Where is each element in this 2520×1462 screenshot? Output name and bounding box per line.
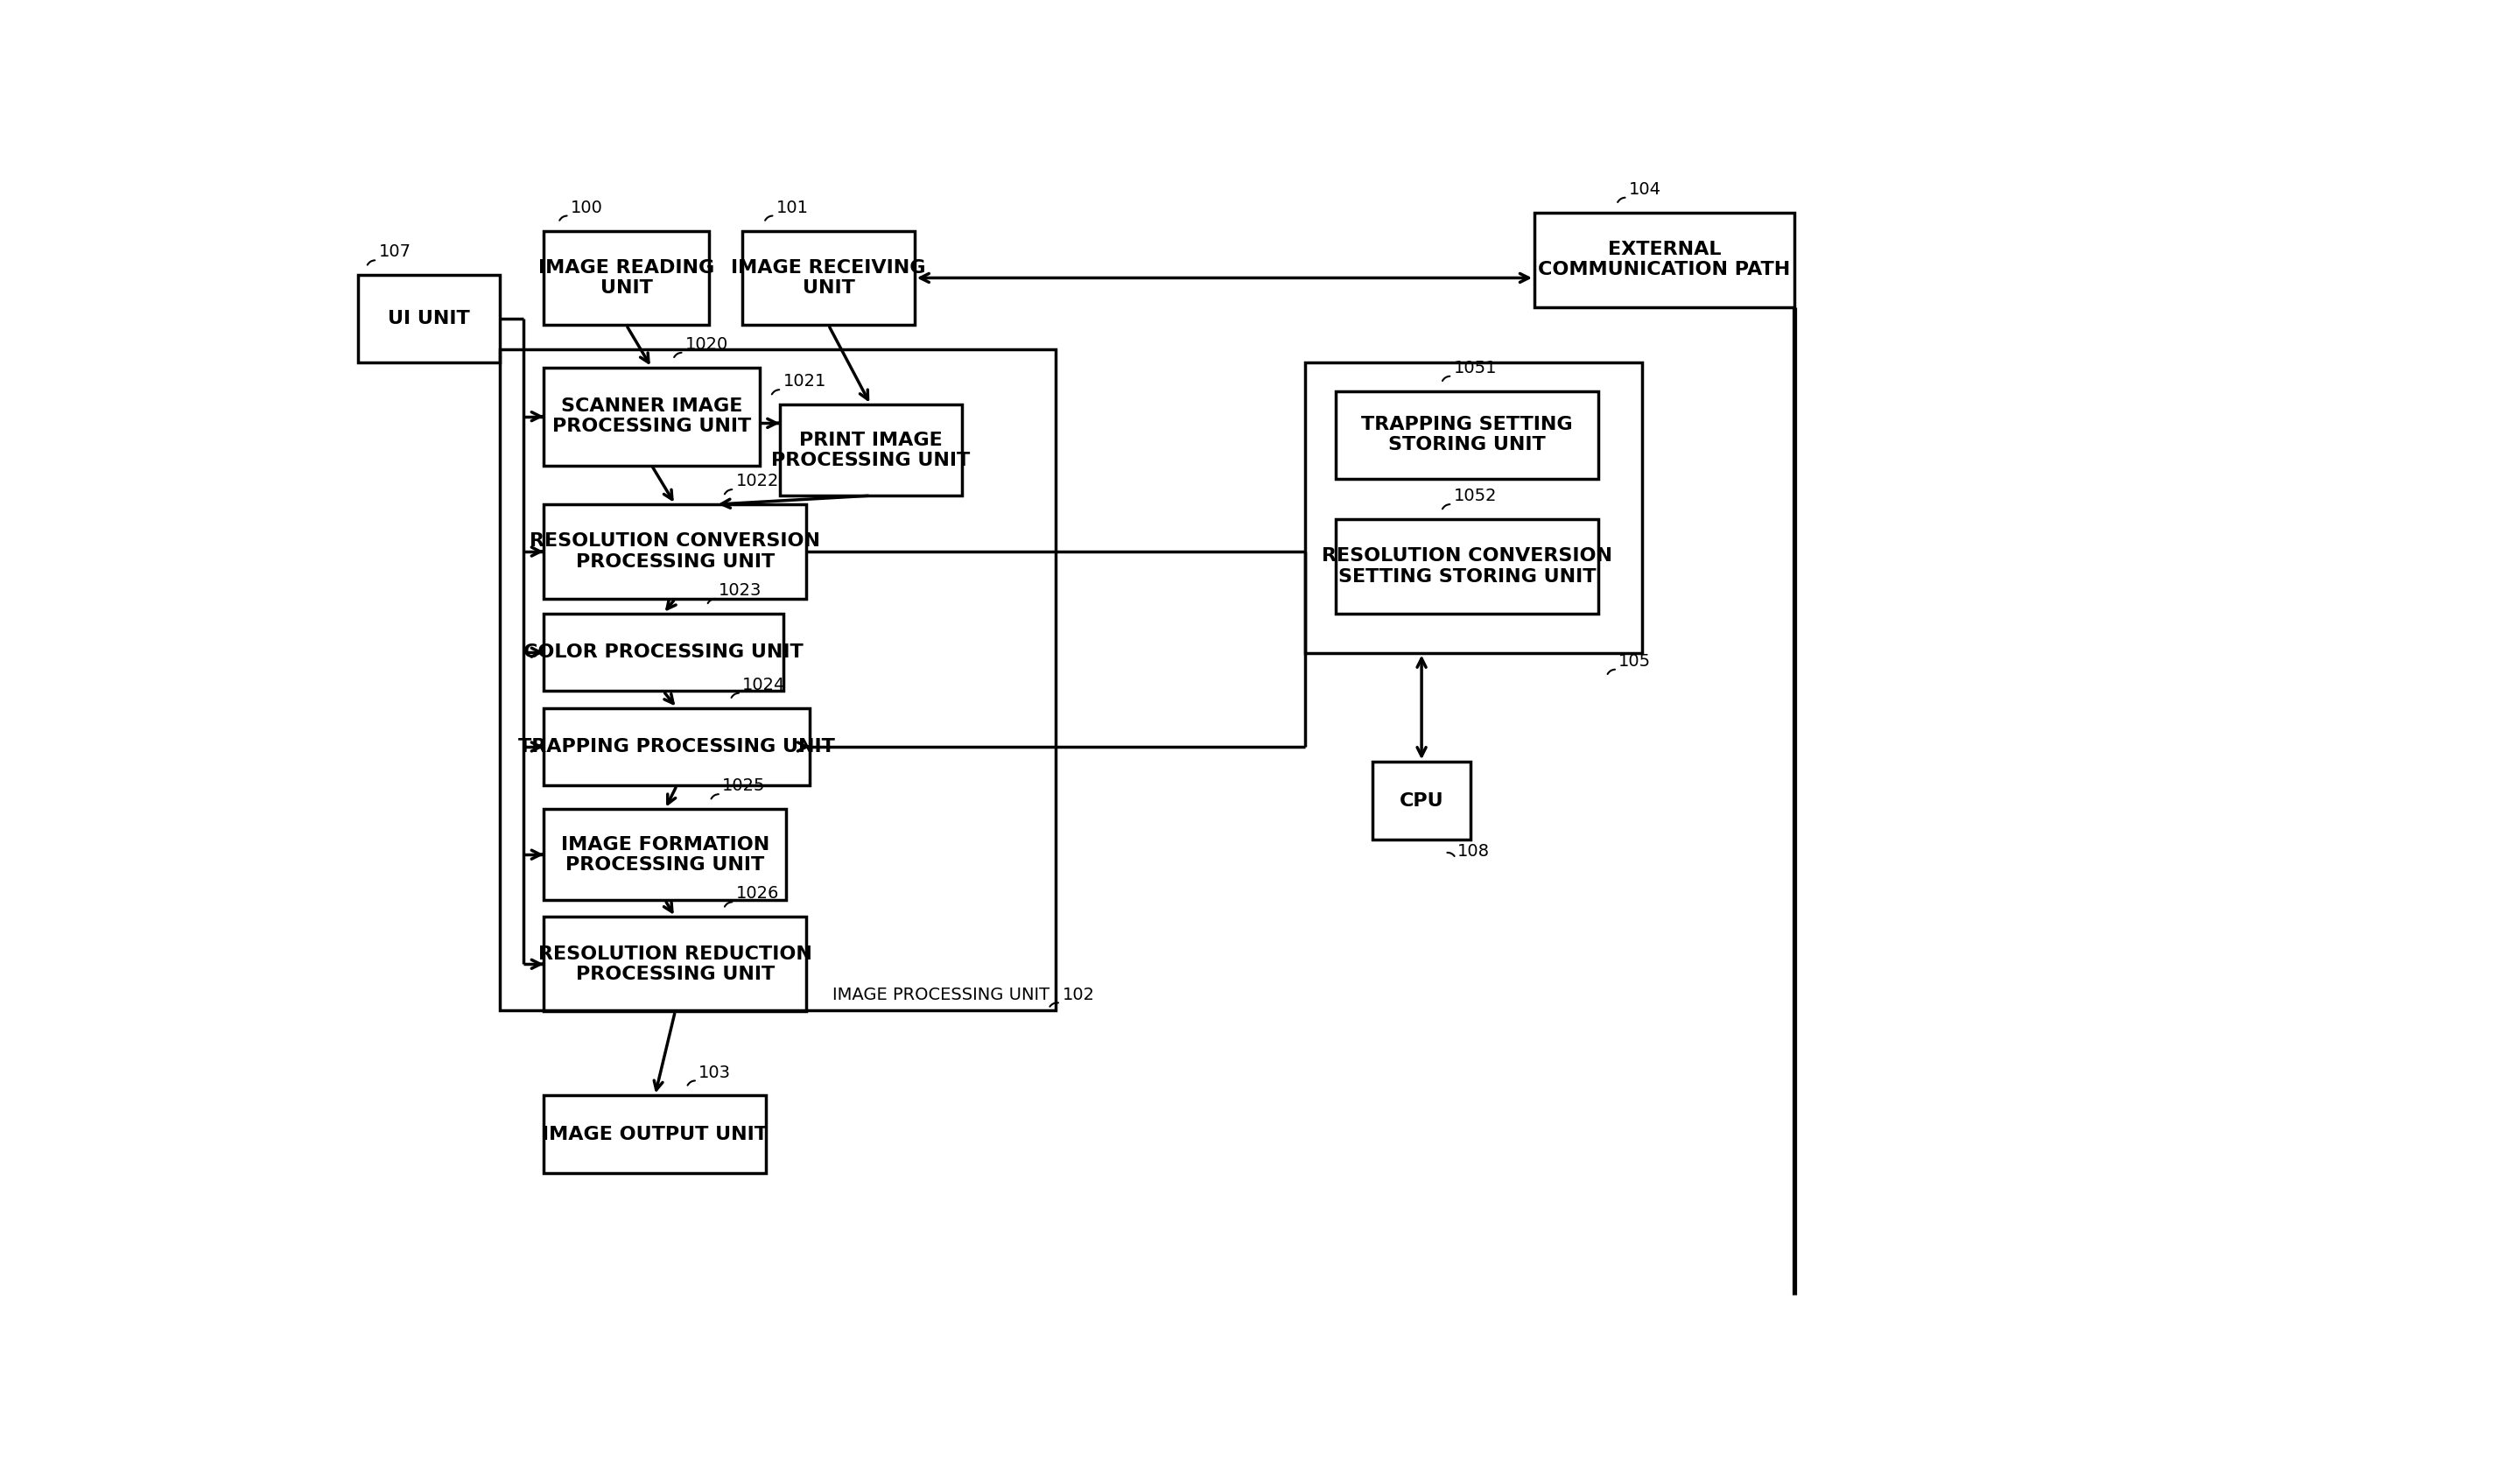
Bar: [544, 614, 784, 692]
Text: PRINT IMAGE
PROCESSING UNIT: PRINT IMAGE PROCESSING UNIT: [771, 431, 970, 469]
Text: IMAGE PROCESSING UNIT: IMAGE PROCESSING UNIT: [832, 987, 1048, 1003]
Text: 1024: 1024: [743, 677, 786, 693]
Bar: [544, 1095, 766, 1173]
Bar: [499, 349, 1056, 1010]
Text: TRAPPING PROCESSING UNIT: TRAPPING PROCESSING UNIT: [519, 738, 834, 756]
Text: SCANNER IMAGE
PROCESSING UNIT: SCANNER IMAGE PROCESSING UNIT: [552, 398, 751, 436]
Bar: [779, 405, 963, 496]
Text: IMAGE OUTPUT UNIT: IMAGE OUTPUT UNIT: [542, 1126, 769, 1143]
Bar: [1305, 363, 1643, 652]
Text: 1052: 1052: [1454, 488, 1497, 504]
Bar: [544, 367, 759, 465]
Text: 107: 107: [378, 244, 411, 260]
Bar: [544, 231, 708, 325]
Bar: [544, 917, 806, 1012]
Text: IMAGE FORMATION
PROCESSING UNIT: IMAGE FORMATION PROCESSING UNIT: [562, 836, 769, 873]
Text: CPU: CPU: [1399, 792, 1444, 810]
Bar: [544, 708, 809, 785]
Bar: [1373, 762, 1472, 839]
Text: 101: 101: [776, 199, 809, 216]
Text: IMAGE RECEIVING
UNIT: IMAGE RECEIVING UNIT: [731, 259, 925, 297]
Text: 105: 105: [1618, 654, 1651, 670]
Text: TRAPPING SETTING
STORING UNIT: TRAPPING SETTING STORING UNIT: [1361, 417, 1572, 453]
Bar: [1535, 212, 1794, 307]
Bar: [544, 504, 806, 599]
Text: 1021: 1021: [784, 373, 827, 390]
Text: 1020: 1020: [685, 336, 728, 352]
Text: RESOLUTION REDUCTION
PROCESSING UNIT: RESOLUTION REDUCTION PROCESSING UNIT: [539, 946, 811, 982]
Bar: [743, 231, 915, 325]
Text: 1026: 1026: [736, 886, 779, 902]
Text: 1025: 1025: [723, 778, 766, 794]
Text: UI UNIT: UI UNIT: [388, 310, 471, 327]
Bar: [544, 808, 786, 901]
Text: RESOLUTION CONVERSION
SETTING STORING UNIT: RESOLUTION CONVERSION SETTING STORING UN…: [1323, 547, 1613, 585]
Text: 102: 102: [1063, 987, 1096, 1003]
Bar: [1336, 392, 1598, 478]
Text: RESOLUTION CONVERSION
PROCESSING UNIT: RESOLUTION CONVERSION PROCESSING UNIT: [529, 532, 822, 570]
Text: 1051: 1051: [1454, 360, 1497, 376]
Text: 103: 103: [698, 1064, 731, 1080]
Text: EXTERNAL
COMMUNICATION PATH: EXTERNAL COMMUNICATION PATH: [1537, 241, 1789, 279]
Text: 108: 108: [1457, 844, 1489, 860]
Text: COLOR PROCESSING UNIT: COLOR PROCESSING UNIT: [524, 643, 804, 661]
Text: IMAGE READING
UNIT: IMAGE READING UNIT: [539, 259, 713, 297]
Bar: [1336, 519, 1598, 614]
Text: 1023: 1023: [718, 582, 761, 599]
Text: 100: 100: [570, 199, 602, 216]
Text: 1022: 1022: [736, 472, 779, 490]
Bar: [358, 275, 499, 363]
Text: 104: 104: [1628, 181, 1661, 197]
